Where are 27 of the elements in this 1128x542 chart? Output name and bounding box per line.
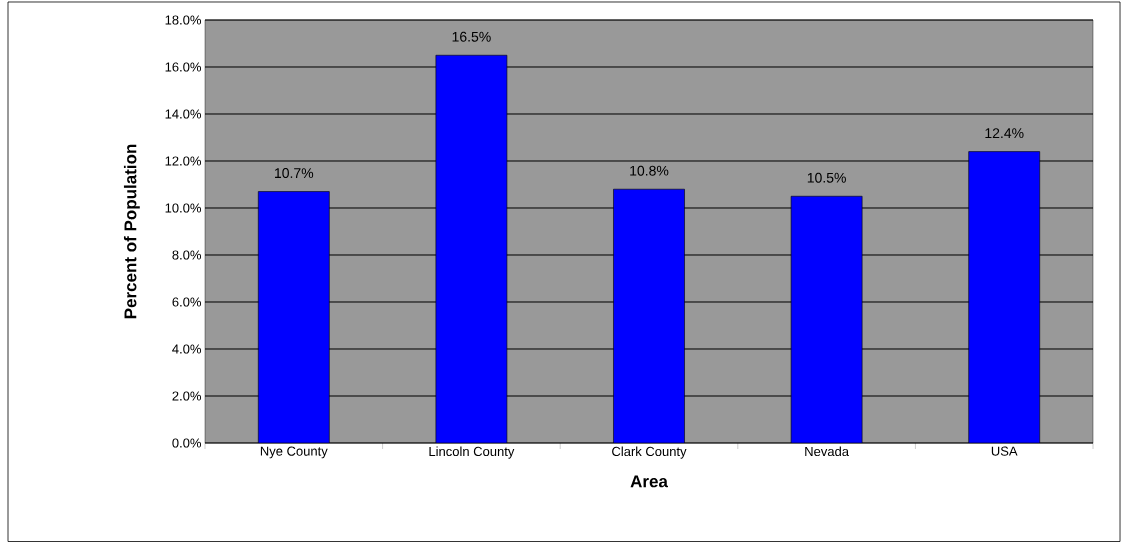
bar: [257, 191, 330, 443]
x-tick-label: Lincoln County: [429, 446, 515, 459]
y-tick-label: 16.0%: [165, 62, 202, 72]
bar: [968, 151, 1041, 443]
y-tick-label: 12.0%: [165, 156, 202, 166]
x-tick-label: Nevada: [805, 446, 850, 457]
bar: [790, 195, 863, 443]
data-label: 12.4%: [985, 128, 1024, 139]
x-tick-label: Clark County: [612, 446, 687, 459]
y-tick-label: 8.0%: [172, 250, 202, 260]
data-label: 16.5%: [452, 31, 491, 42]
y-tick-label: 2.0%: [172, 391, 202, 401]
y-tick-label: 14.0%: [165, 109, 202, 119]
y-tick-label: 0.0%: [172, 438, 202, 448]
y-axis-title: Percent of Population: [123, 144, 140, 319]
x-tick-label: USA: [991, 446, 1018, 456]
y-tick-label: 4.0%: [172, 344, 202, 354]
data-label: 10.7%: [275, 168, 314, 179]
x-tick-label: Nye County: [260, 446, 328, 459]
y-tick-label: 10.0%: [165, 203, 202, 213]
bar: [613, 188, 685, 443]
y-tick-label: 18.0%: [165, 15, 202, 25]
bar: [435, 54, 508, 443]
data-label: 10.8%: [630, 165, 669, 176]
data-label: 10.5%: [807, 172, 846, 183]
y-tick-label: 6.0%: [172, 297, 202, 307]
x-axis-title: Area: [630, 475, 669, 488]
